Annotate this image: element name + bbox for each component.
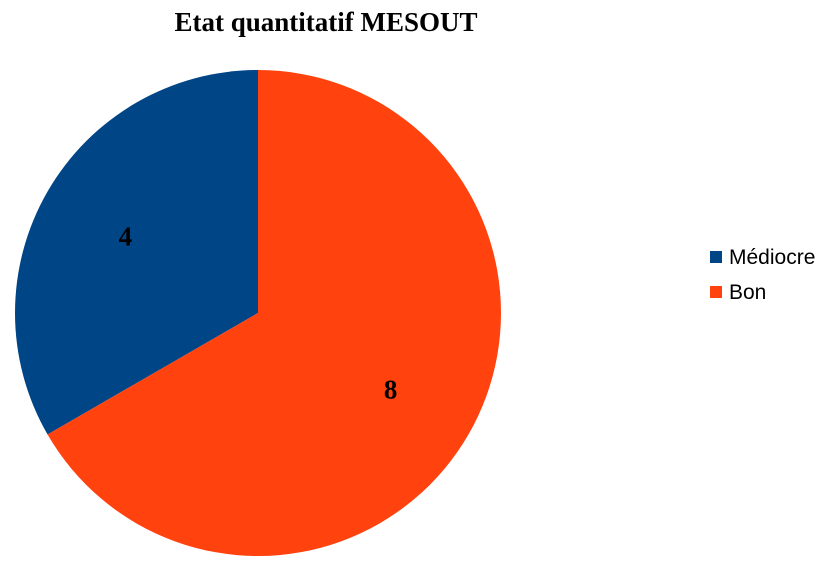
legend: Médiocre Bon [710,246,815,304]
legend-swatch-mediocre [710,251,722,263]
legend-label-bon: Bon [729,281,766,304]
data-label-mediocre: 4 [119,222,133,252]
legend-swatch-bon [710,286,722,298]
legend-label-mediocre: Médiocre [729,246,815,269]
chart-title: Etat quantitatif MESOUT [174,7,477,37]
pie-slices [15,69,502,556]
pie-slice-bon [47,69,502,556]
data-label-bon: 8 [384,375,398,405]
pie-slice-mediocre [15,70,259,435]
pie-data-labels: 48 [119,222,398,405]
